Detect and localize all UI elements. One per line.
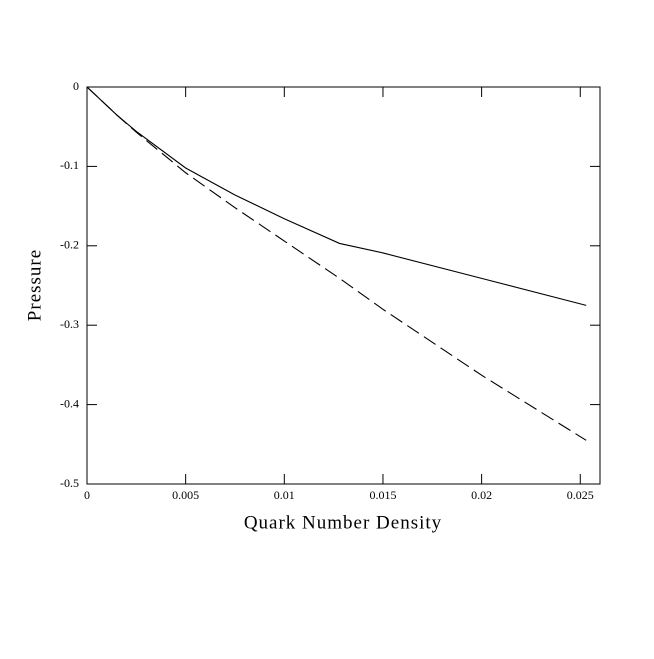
y-tick-label: -0.5 [60, 476, 79, 490]
x-tick-label: 0 [84, 488, 90, 502]
x-tick-label: 0.025 [567, 488, 594, 502]
x-axis-label: Quark Number Density [244, 512, 442, 533]
plot-frame [86, 86, 601, 485]
x-tick-label: 0.02 [471, 488, 492, 502]
data-line [86, 86, 587, 441]
y-tick-label: -0.1 [60, 158, 79, 172]
x-tick-label: 0.015 [369, 488, 396, 502]
y-axis-label: Pressure [24, 249, 45, 321]
data-line [86, 86, 587, 306]
y-tick-label: 0 [73, 79, 79, 93]
y-tick-label: -0.2 [60, 238, 79, 252]
y-tick-label: -0.3 [60, 317, 79, 331]
x-tick-label: 0.01 [274, 488, 295, 502]
x-tick-label: 0.005 [172, 488, 199, 502]
y-tick-label: -0.4 [60, 396, 79, 410]
